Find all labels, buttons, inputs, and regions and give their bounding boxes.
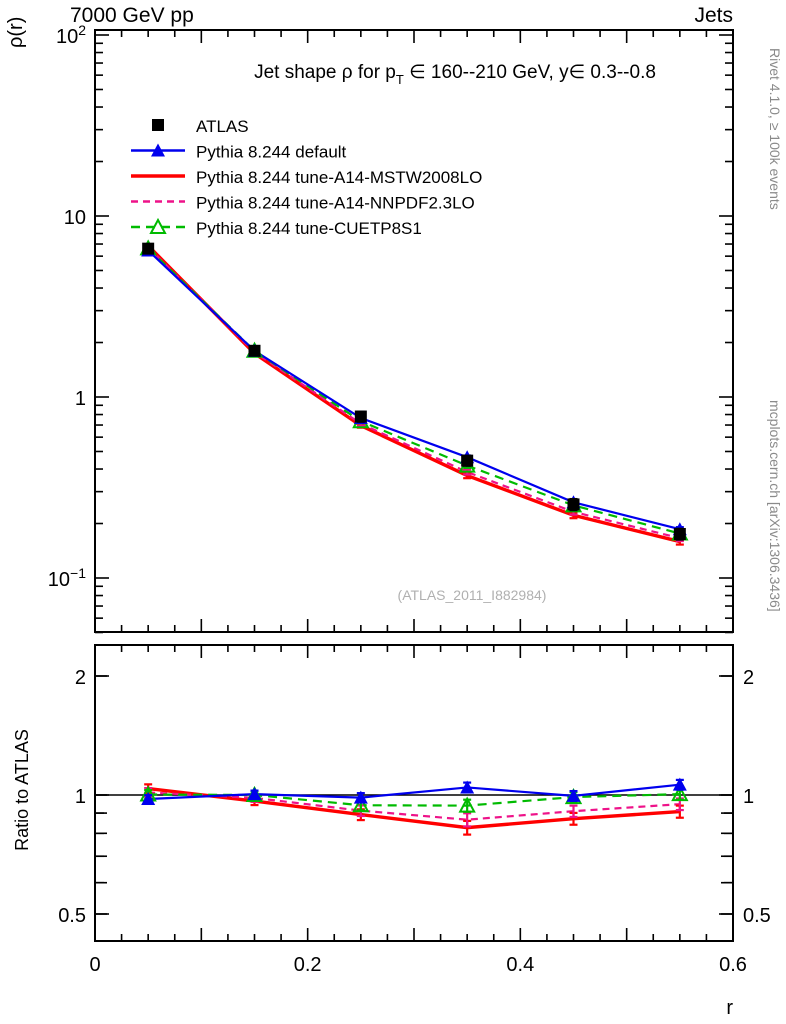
legend-item[interactable]: Pythia 8.244 tune-A14-MSTW2008LO: [131, 168, 482, 187]
ratio-line-2: [148, 791, 680, 821]
ratio-marker-cuetp8s1: [352, 796, 370, 813]
ratio-marker-default: [460, 780, 475, 794]
static-layer: 7000 GeV pp Jets ρ(r) r Ratio to ATLAS R…: [5, 4, 783, 1019]
legend-marker-square: [152, 119, 164, 131]
legend-label: Pythia 8.244 tune-CUETP8S1: [196, 219, 422, 238]
legend-label: Pythia 8.244 default: [196, 143, 347, 162]
x-axis-label: r: [726, 997, 733, 1019]
series-line-3: [147, 246, 681, 540]
ratio-y-tick-label: 1: [75, 786, 86, 808]
ratio-panel-data: [139, 777, 689, 836]
series-line-1: [147, 249, 681, 531]
main-panel-data: [139, 239, 689, 546]
ratio-marker-default: [353, 790, 368, 804]
data-marker-atlas: [142, 242, 155, 255]
y-tick-label: 10: [64, 207, 86, 229]
ratio-line-0: [148, 783, 680, 801]
legend-marker-triangle-open: [149, 217, 167, 234]
plot-title: Jet shape ρ for pT ∈ 160--210 GeV, y∈ 0.…: [254, 62, 656, 87]
legend-item[interactable]: Pythia 8.244 tune-CUETP8S1: [131, 217, 422, 238]
side-label-rivet: Rivet 4.1.0, ≥ 100k events: [767, 48, 783, 210]
x-tick-label: 0.6: [719, 954, 747, 976]
header-left-label: 7000 GeV pp: [70, 4, 194, 27]
legend-label: ATLAS: [196, 117, 249, 136]
ratio-y-tick-label-right: 0.5: [743, 905, 771, 927]
ratio-error-bar: [569, 804, 578, 819]
ratio-marker-cuetp8s1: [458, 796, 476, 813]
y-tick-label: 1: [75, 388, 86, 410]
series-line-2: [146, 244, 681, 544]
legend-item[interactable]: Pythia 8.244 default: [131, 143, 347, 162]
data-marker-atlas: [248, 344, 261, 357]
x-tick-label: 0: [89, 954, 100, 976]
main-panel-frame: [94, 29, 734, 633]
ratio-y-tick-label-right: 2: [743, 667, 754, 689]
x-tick-label: 0.2: [294, 954, 322, 976]
ratio-marker-default: [566, 788, 581, 802]
ratio-line-3: [148, 793, 680, 807]
ratio-error-bar: [463, 812, 472, 828]
y-axis-label: ρ(r): [5, 17, 27, 48]
dataset-watermark: (ATLAS_2011_I882984): [398, 587, 547, 603]
y-tick-label: 10−1: [48, 565, 86, 591]
legend-item[interactable]: ATLAS: [152, 117, 249, 136]
ratio-line-1: [147, 786, 680, 830]
ratio-marker-cuetp8s1: [671, 785, 689, 802]
ratio-marker-default: [247, 787, 262, 801]
data-marker-atlas: [354, 410, 367, 423]
ratio-marker-default: [672, 777, 687, 791]
header-right-label: Jets: [694, 4, 733, 27]
legend-marker-triangle: [151, 143, 165, 157]
legend: ATLAS Pythia 8.244 default Pythia 8.244 tu…: [131, 117, 482, 238]
ratio-y-tick-label-right: 1: [743, 786, 754, 808]
side-label-mcplots: mcplots.cern.ch [arXiv:1306.3436]: [767, 400, 783, 612]
legend-item[interactable]: Pythia 8.244 tune-A14-NNPDF2.3LO: [131, 194, 475, 213]
legend-label: Pythia 8.244 tune-A14-NNPDF2.3LO: [196, 194, 475, 213]
axes-layer: 102 10 1 10−1 2 2 1 1 0.5 0.5 0 0.2 0.4 0.6: [48, 22, 771, 976]
x-tick-label: 0.4: [506, 954, 534, 976]
plot-title-text: Jet shape ρ for pT ∈ 160--210 GeV, y∈ 0.…: [254, 62, 656, 87]
ratio-y-axis-label: Ratio to ATLAS: [12, 729, 32, 851]
y-tick-label: 102: [56, 22, 86, 48]
data-marker-atlas: [567, 498, 580, 511]
data-marker-atlas: [461, 454, 474, 467]
ratio-y-tick-label: 2: [75, 667, 86, 689]
legend-label: Pythia 8.244 tune-A14-MSTW2008LO: [196, 168, 482, 187]
series-line-4: [147, 247, 681, 535]
ratio-y-tick-label: 0.5: [58, 905, 86, 927]
data-marker-atlas: [673, 528, 686, 541]
ratio-marker-default: [141, 791, 156, 805]
